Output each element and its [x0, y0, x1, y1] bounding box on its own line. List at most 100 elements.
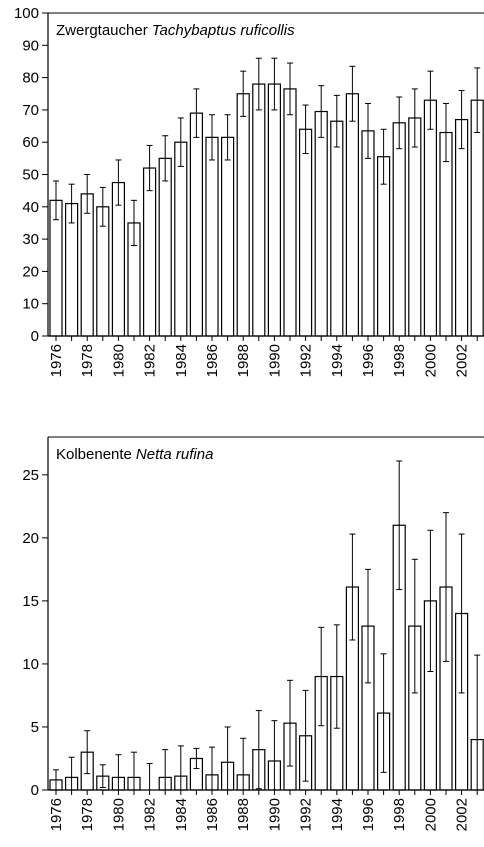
x-tick-label: 2000 [422, 798, 439, 831]
bar [236, 774, 250, 791]
bar [252, 83, 266, 337]
bar [158, 157, 172, 337]
x-tick-label: 1990 [266, 344, 283, 377]
x-tick-label: 1996 [360, 798, 377, 831]
y-tick-label: 90 [22, 37, 39, 54]
x-tick-label: 1986 [204, 798, 221, 831]
bar [345, 586, 359, 791]
x-tick-label: 1984 [173, 344, 190, 377]
bar [127, 222, 141, 337]
y-tick-label: 100 [14, 5, 39, 22]
bar [96, 206, 110, 337]
y-tick-label: 50 [22, 167, 39, 184]
bar [392, 524, 406, 791]
x-tick-label: 1982 [142, 798, 159, 831]
bar [221, 136, 235, 337]
x-tick-label: 1976 [48, 344, 65, 377]
x-tick-label: 1988 [235, 798, 252, 831]
x-tick-label: 1994 [329, 344, 346, 377]
bar [455, 118, 469, 337]
y-tick-label: 20 [22, 530, 39, 547]
bar [49, 199, 63, 337]
bar [267, 760, 281, 791]
y-tick-label: 15 [22, 593, 39, 610]
bar [439, 586, 453, 791]
bar [205, 136, 219, 337]
bar [423, 600, 437, 791]
bar [470, 99, 484, 337]
title-text: Zwergtaucher [56, 22, 148, 39]
y-tick-label: 20 [22, 263, 39, 280]
bar [439, 131, 453, 337]
bar [377, 156, 391, 337]
x-tick-label: 1980 [110, 344, 127, 377]
title-text: Kolbenente [56, 446, 132, 463]
bar [189, 757, 203, 791]
bar [423, 99, 437, 337]
bar [455, 612, 469, 791]
x-tick-label: 1986 [204, 344, 221, 377]
x-tick-label: 1990 [266, 798, 283, 831]
y-tick-label: 0 [31, 328, 39, 345]
y-tick-label: 40 [22, 199, 39, 216]
bar [236, 93, 250, 337]
bar [174, 775, 188, 791]
bar [299, 735, 313, 791]
x-tick-label: 1982 [142, 344, 159, 377]
bar [111, 181, 126, 337]
chart-title: Zwergtaucher Tachybaptus ruficollis [56, 22, 295, 39]
x-tick-label: 1992 [298, 798, 315, 831]
x-tick-label: 1976 [48, 798, 65, 831]
species-text: Tachybaptus ruficollis [152, 22, 295, 39]
bar [80, 193, 94, 337]
x-tick-label: 2002 [454, 798, 471, 831]
bar [361, 130, 375, 337]
x-tick-label: 1980 [110, 798, 127, 831]
y-tick-label: 10 [22, 296, 39, 313]
x-tick-label: 2000 [422, 344, 439, 377]
bar [174, 141, 188, 337]
x-tick-label: 1984 [173, 798, 190, 831]
y-tick-label: 0 [31, 782, 39, 799]
bar [189, 112, 203, 337]
bar [96, 775, 110, 791]
x-tick-label: 1978 [79, 798, 96, 831]
bar [221, 761, 235, 791]
bar [143, 167, 157, 337]
bar [283, 88, 297, 337]
bar [64, 776, 79, 791]
x-tick-label: 1994 [329, 798, 346, 831]
y-tick-label: 5 [31, 719, 39, 736]
chart-title: Kolbenente Netta rufina [56, 446, 213, 463]
bar [345, 93, 359, 337]
x-tick-label: 1998 [391, 798, 408, 831]
x-tick-label: 1978 [79, 344, 96, 377]
bar [283, 722, 297, 791]
bar [267, 83, 281, 337]
y-tick-label: 25 [22, 467, 39, 484]
y-tick-label: 80 [22, 70, 39, 87]
bar [392, 122, 406, 337]
bar [408, 117, 422, 337]
bar [314, 675, 328, 791]
x-tick-label: 1998 [391, 344, 408, 377]
x-tick-label: 1992 [298, 344, 315, 377]
bar [470, 738, 484, 791]
bar [252, 749, 266, 791]
x-tick-label: 1996 [360, 344, 377, 377]
bar [361, 625, 375, 791]
bar [377, 712, 391, 791]
bar [205, 774, 219, 791]
y-tick-label: 60 [22, 134, 39, 151]
x-tick-label: 1988 [235, 344, 252, 377]
species-text: Netta rufina [136, 446, 214, 463]
bar [408, 625, 422, 791]
bar [330, 120, 344, 337]
bar [111, 776, 126, 791]
y-tick-label: 10 [22, 656, 39, 673]
bar [64, 202, 79, 337]
bar [80, 751, 94, 791]
bar [49, 779, 63, 791]
bar [314, 110, 328, 337]
x-tick-label: 2002 [454, 344, 471, 377]
